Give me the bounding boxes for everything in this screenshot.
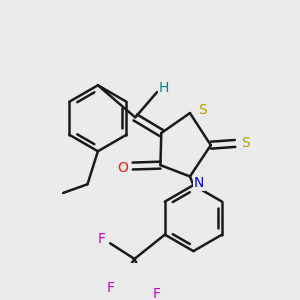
Text: F: F [152,287,160,300]
Text: F: F [98,232,106,246]
Text: N: N [194,176,204,190]
Text: F: F [106,280,114,295]
Text: O: O [117,161,128,175]
Text: S: S [198,103,206,117]
Text: H: H [159,81,169,95]
Text: S: S [241,136,250,150]
